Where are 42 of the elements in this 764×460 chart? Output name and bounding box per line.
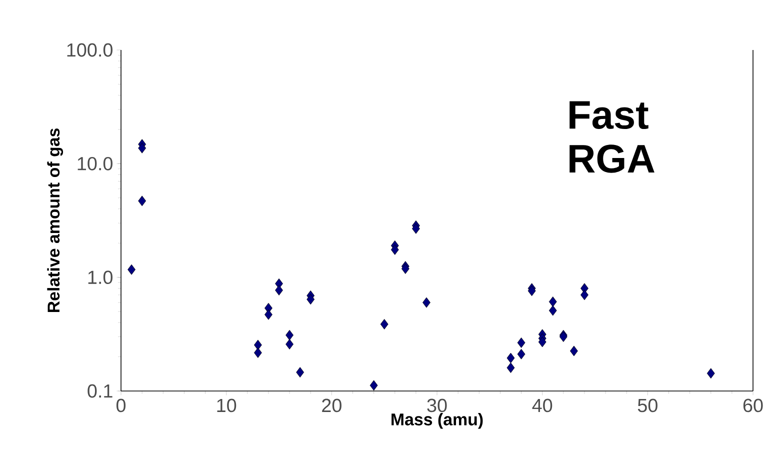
point (254, 348, 262, 358)
point (422, 297, 430, 308)
point (506, 352, 515, 364)
point (286, 339, 294, 350)
point (138, 142, 146, 154)
y-axis-title: Relative amount of gas (47, 128, 64, 312)
point (548, 296, 557, 307)
point (275, 285, 283, 296)
point (128, 264, 136, 275)
point (517, 348, 526, 360)
x-tick-label: 60 (743, 398, 763, 412)
point (138, 196, 146, 206)
point (528, 286, 536, 296)
y-tick-label: 0.1 (88, 384, 112, 398)
point (538, 336, 546, 348)
point (517, 337, 526, 348)
x-tick-label: 40 (532, 398, 552, 412)
y-tick-label: 10.0 (78, 156, 112, 170)
point (370, 380, 378, 391)
x-tick-label: 50 (638, 398, 658, 412)
point (548, 305, 557, 316)
point (264, 309, 272, 320)
point (506, 362, 515, 373)
point (580, 290, 588, 300)
point (390, 244, 399, 255)
x-tick-label: 0 (116, 398, 126, 412)
point (306, 294, 315, 305)
y-tick-label: 1.0 (88, 270, 112, 284)
point (380, 318, 388, 330)
point (706, 368, 715, 379)
point (401, 264, 410, 274)
x-tick-label: 30 (427, 398, 447, 412)
annotation: Fast RGA (570, 101, 654, 173)
x-axis-title: Mass (amu) (392, 413, 483, 429)
y-tick-label: 100.0 (67, 43, 112, 57)
point (570, 346, 578, 356)
x-tick-label: 10 (217, 398, 236, 412)
point (412, 223, 420, 234)
point (296, 367, 304, 378)
x-tick-label: 20 (322, 398, 342, 412)
point (254, 340, 262, 350)
point (286, 330, 294, 340)
